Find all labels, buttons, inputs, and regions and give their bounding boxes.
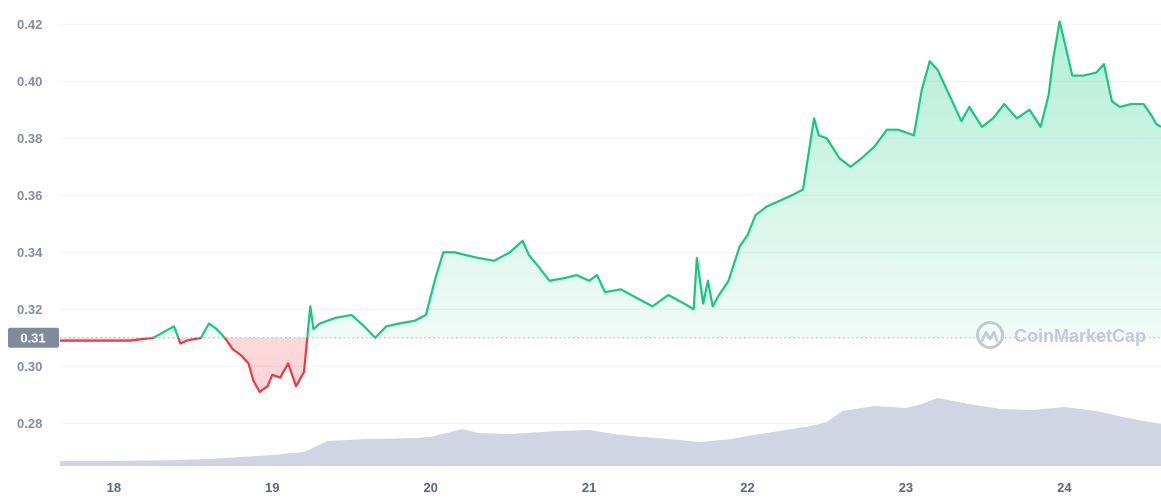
x-tick-label: 24	[1057, 480, 1072, 495]
coinmarketcap-logo-icon	[976, 321, 1004, 349]
y-tick-label: 0.36	[17, 188, 42, 203]
volume-area-shape	[60, 398, 1161, 466]
price-fill-below	[60, 337, 1161, 392]
x-tick-label: 21	[582, 480, 596, 495]
x-axis-ticks: 18 19 20 21 22 23 24	[107, 480, 1073, 495]
watermark: CoinMarketCap	[976, 321, 1146, 349]
x-tick-label: 23	[899, 480, 913, 495]
y-tick-label: 0.40	[17, 74, 42, 89]
y-tick-label: 0.34	[17, 245, 43, 260]
volume-area	[60, 398, 1161, 466]
y-tick-label: 0.42	[17, 17, 42, 32]
reference-badge-box	[8, 327, 59, 348]
y-axis-ticks: 0.28 0.30 0.32 0.34 0.36 0.38 0.40 0.42	[17, 17, 43, 431]
x-tick-label: 20	[423, 480, 437, 495]
reference-badge-label: 0.31	[20, 330, 45, 345]
y-tick-label: 0.32	[17, 302, 42, 317]
price-line	[60, 20, 1161, 393]
watermark-text: CoinMarketCap	[1014, 326, 1146, 346]
x-tick-label: 22	[740, 480, 754, 495]
price-fill	[60, 21, 1161, 392]
x-tick-label: 18	[107, 480, 121, 495]
x-tick-label: 19	[265, 480, 279, 495]
price-fill-above	[60, 21, 1161, 338]
price-line-down	[60, 337, 377, 393]
reference-badge: 0.31	[8, 327, 59, 348]
y-tick-label: 0.38	[17, 131, 42, 146]
y-tick-label: 0.28	[17, 416, 42, 431]
price-line-up	[144, 20, 1161, 338]
y-tick-label: 0.30	[17, 359, 42, 374]
